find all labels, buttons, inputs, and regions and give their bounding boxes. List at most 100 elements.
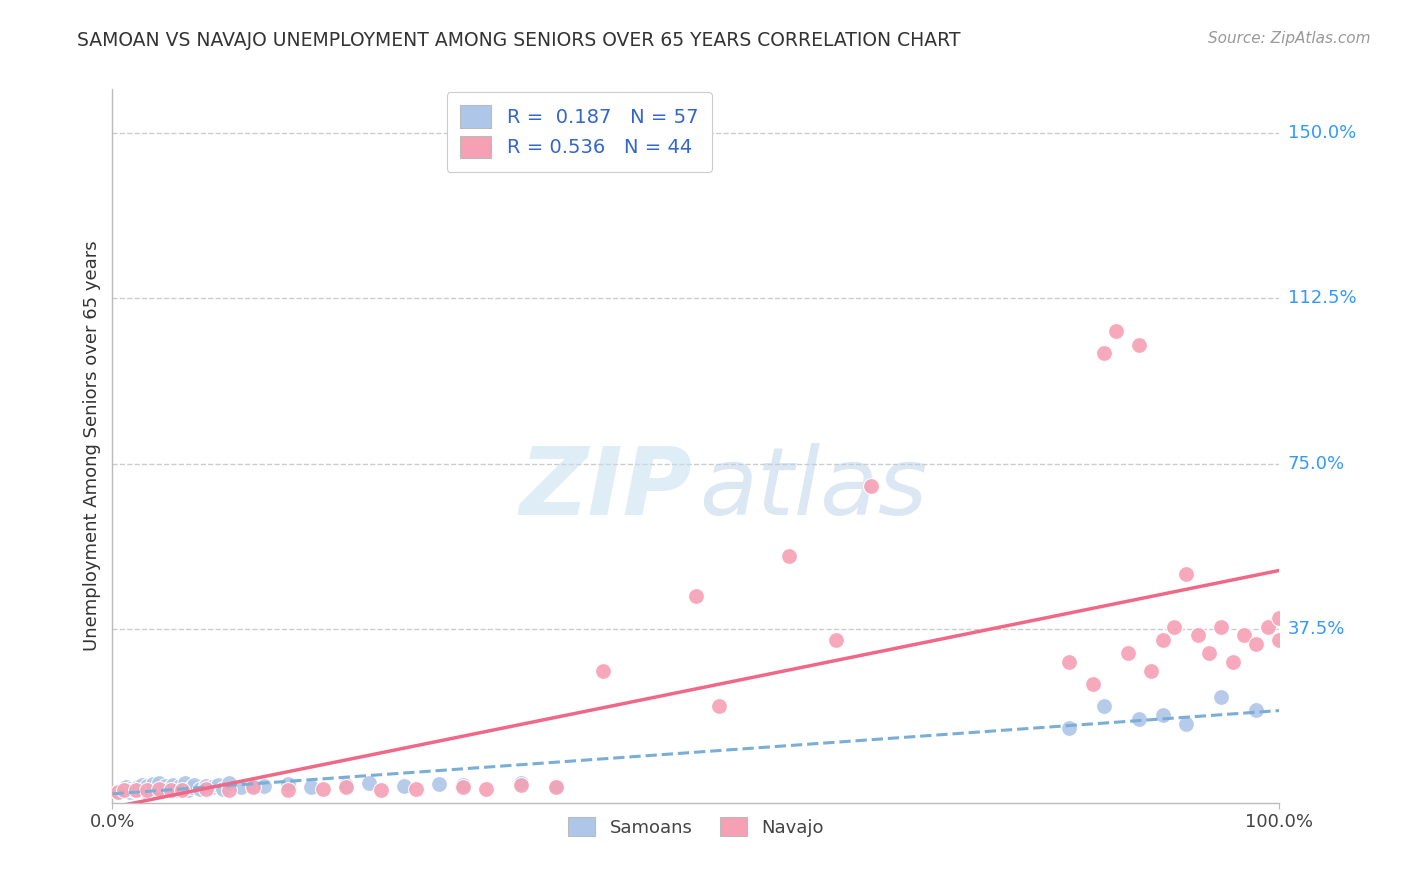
Point [111,783,134,797]
Point [1209,619,1232,633]
Point [177,783,200,797]
Point [1105,325,1128,339]
Point [194,781,217,796]
Point [1059,721,1081,735]
Point [685,589,707,603]
Point [335,780,357,795]
Point [405,781,427,796]
Point [1268,611,1291,625]
Point [1187,628,1209,642]
Point [242,780,264,795]
Point [299,780,322,795]
Point [134,781,156,796]
Point [825,632,848,647]
Point [427,777,450,791]
Point [122,783,145,797]
Point [1163,619,1185,633]
Point [136,785,159,799]
Point [778,549,800,563]
Point [359,776,381,790]
Point [207,778,229,792]
Point [592,664,614,678]
Point [1233,628,1256,642]
Point [311,781,333,796]
Point [183,778,205,792]
Point [1152,632,1174,647]
Text: 112.5%: 112.5% [1288,289,1357,308]
Point [148,781,170,796]
Point [276,777,298,791]
Text: atlas: atlas [699,443,928,534]
Point [188,781,211,796]
Point [115,780,138,795]
Point [112,782,135,797]
Point [172,782,194,797]
Point [139,782,162,797]
Point [131,783,153,797]
Point [162,778,184,792]
Point [1059,655,1081,669]
Point [451,778,474,792]
Text: Source: ZipAtlas.com: Source: ZipAtlas.com [1208,31,1371,46]
Point [172,781,194,796]
Y-axis label: Unemployment Among Seniors over 65 years: Unemployment Among Seniors over 65 years [83,241,101,651]
Point [180,780,202,795]
Point [201,780,224,795]
Point [146,783,169,797]
Point [1257,619,1279,633]
Point [544,780,567,795]
Point [1222,655,1244,669]
Text: 37.5%: 37.5% [1288,620,1346,638]
Text: 75.0%: 75.0% [1288,455,1346,473]
Point [394,779,416,793]
Point [166,782,188,797]
Point [127,780,149,795]
Point [1244,703,1267,717]
Point [1094,346,1116,360]
Point [1128,337,1150,351]
Point [118,781,141,796]
Point [709,698,731,713]
Point [1081,677,1104,691]
Point [131,778,153,792]
Text: 150.0%: 150.0% [1288,124,1355,142]
Point [1209,690,1232,704]
Point [1175,566,1198,581]
Point [335,778,357,792]
Point [1128,712,1150,726]
Point [142,780,165,795]
Point [1116,646,1139,660]
Point [229,780,252,795]
Point [157,783,180,797]
Point [370,782,392,797]
Point [1244,637,1267,651]
Point [1175,716,1198,731]
Point [107,785,129,799]
Point [136,779,159,793]
Point [160,783,183,797]
Text: ZIP: ZIP [520,442,693,535]
Point [475,781,498,796]
Text: SAMOAN VS NAVAJO UNEMPLOYMENT AMONG SENIORS OVER 65 YEARS CORRELATION CHART: SAMOAN VS NAVAJO UNEMPLOYMENT AMONG SENI… [77,31,960,50]
Point [1094,698,1116,713]
Point [860,478,883,492]
Point [1198,646,1220,660]
Point [169,779,191,793]
Point [148,776,170,790]
Legend: Samoans, Navajo: Samoans, Navajo [561,810,831,844]
Point [509,776,531,790]
Point [276,782,298,797]
Point [509,778,531,792]
Point [194,779,217,793]
Point [136,783,159,797]
Point [148,781,170,796]
Point [125,782,148,797]
Point [173,776,195,790]
Point [1152,707,1174,722]
Point [218,782,240,797]
Point [142,777,165,791]
Point [112,783,135,797]
Point [451,780,474,795]
Point [544,779,567,793]
Point [218,776,240,790]
